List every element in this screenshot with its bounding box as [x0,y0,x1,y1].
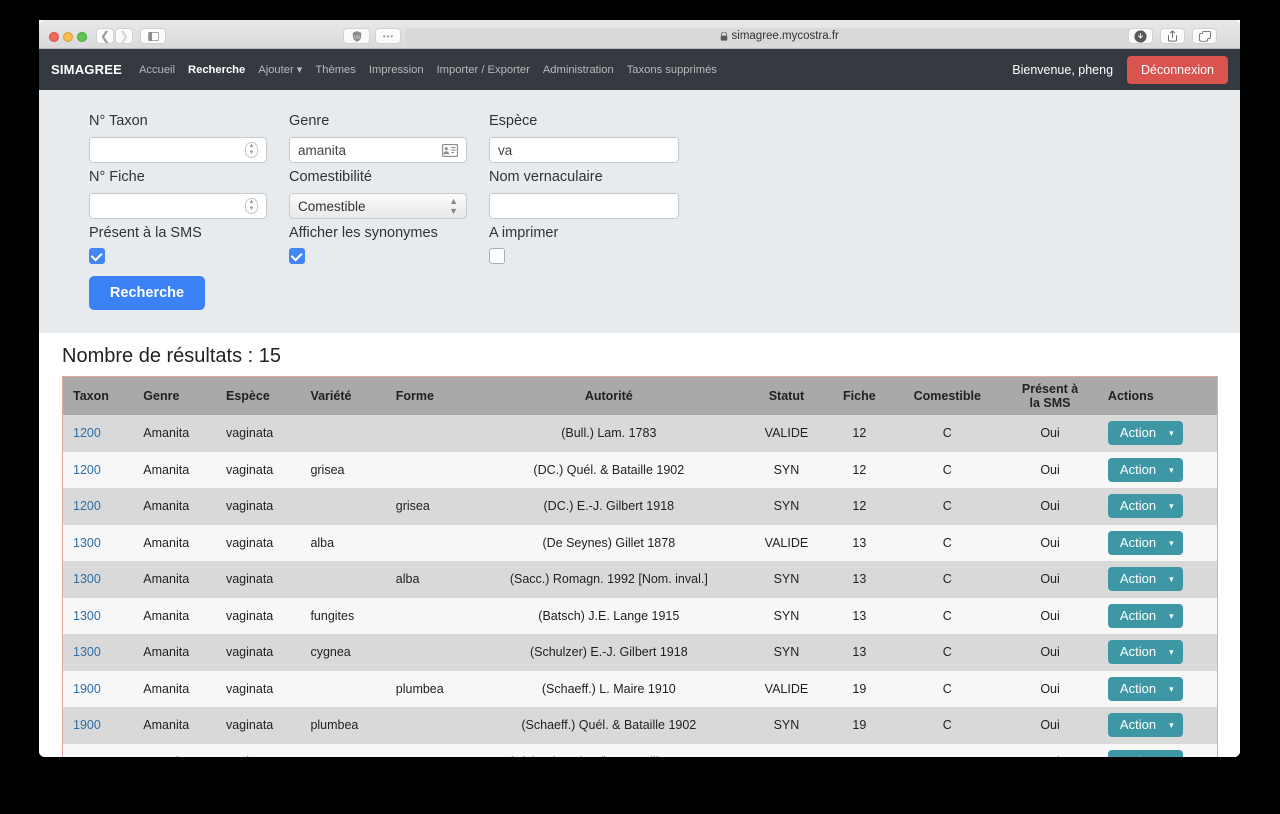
svg-text:UD: UD [353,34,359,39]
